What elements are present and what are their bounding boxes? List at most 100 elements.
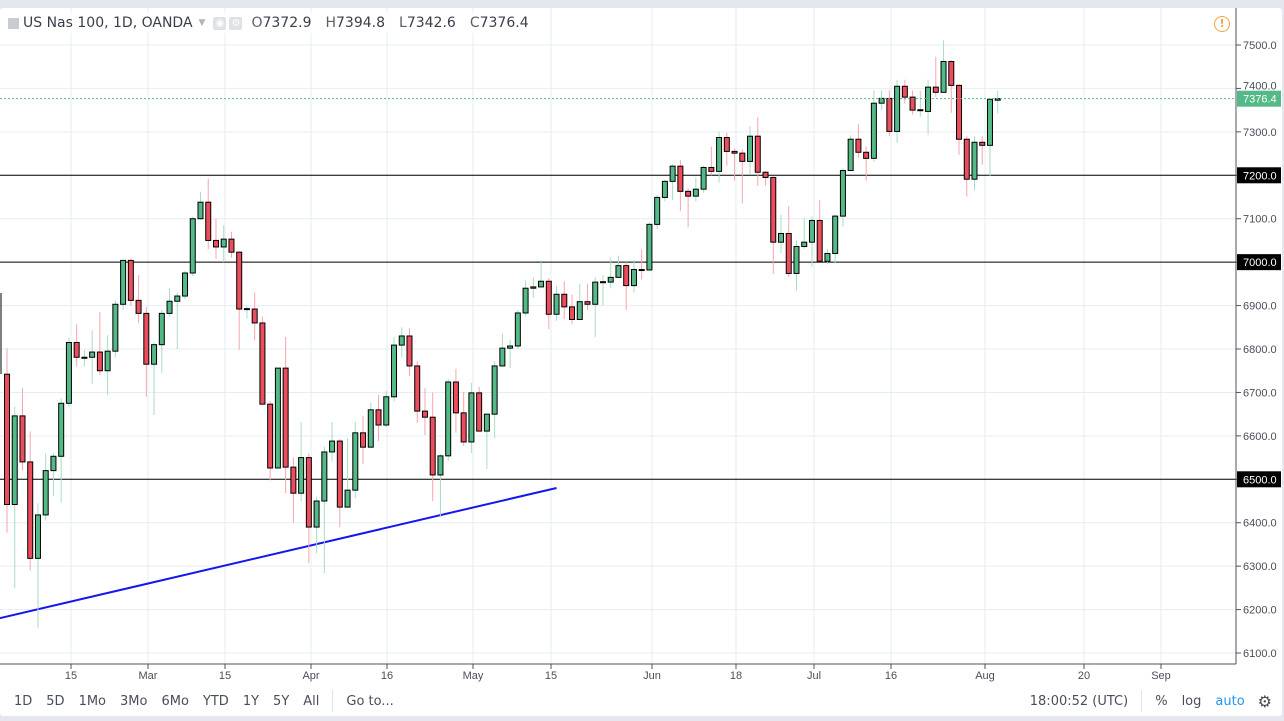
candle: [34, 503, 41, 628]
candle-body: [584, 301, 591, 305]
range-button-6mo[interactable]: 6Mo: [161, 693, 189, 709]
candle: [437, 454, 444, 518]
candle-body: [561, 293, 568, 308]
ohlc-value: 7376.4: [479, 15, 529, 31]
candle: [561, 281, 568, 320]
candle: [692, 177, 699, 202]
candle-body: [220, 238, 227, 248]
candle-body: [538, 280, 545, 288]
gear-icon[interactable]: ⚙: [229, 16, 243, 30]
auto-scale-toggle[interactable]: auto: [1215, 693, 1245, 709]
price-tick-label: 7100.0: [1243, 214, 1277, 226]
candle: [909, 90, 916, 115]
candle: [336, 439, 343, 528]
price-tick-label: 6100.0: [1243, 648, 1277, 660]
eye-icon[interactable]: ◉: [213, 16, 227, 30]
candle: [11, 406, 18, 588]
candle: [313, 496, 320, 554]
range-button-1d[interactable]: 1D: [14, 693, 33, 709]
candle-body: [65, 341, 72, 404]
candle: [476, 386, 483, 432]
level-price-tag: [1237, 471, 1281, 488]
candle: [421, 388, 428, 436]
ohlc-key: C: [469, 15, 480, 31]
candle: [638, 249, 645, 280]
time-tick-label: 15: [65, 670, 77, 682]
candle-body: [421, 410, 428, 418]
candle-body: [917, 109, 924, 112]
candle-body: [638, 269, 645, 272]
range-button-all[interactable]: All: [303, 693, 320, 709]
time-tick-label: 15: [545, 670, 557, 682]
candle-body: [669, 165, 676, 182]
candle-body: [81, 356, 88, 359]
candle-body: [174, 295, 181, 302]
candle: [700, 165, 707, 193]
candle: [166, 288, 173, 317]
percent-scale-toggle[interactable]: %: [1155, 693, 1168, 709]
candle-body: [476, 392, 483, 432]
candle: [808, 216, 815, 267]
ohlc-key: H: [325, 15, 337, 31]
candle: [491, 361, 498, 439]
candle: [801, 218, 808, 250]
candle: [731, 148, 738, 181]
trendline[interactable]: [0, 487, 557, 620]
candle: [878, 90, 885, 111]
candle-body: [483, 413, 490, 432]
candle: [754, 117, 761, 186]
candle: [182, 270, 189, 300]
candle-body: [19, 415, 26, 463]
range-button-1mo[interactable]: 1Mo: [78, 693, 107, 709]
candle: [623, 262, 630, 310]
settings-gear-icon[interactable]: ⚙: [1257, 691, 1272, 711]
symbol-title[interactable]: US Nas 100, 1D, OANDA: [23, 15, 193, 31]
candle-body: [839, 170, 846, 217]
candle: [956, 84, 963, 155]
candle-body: [855, 138, 862, 153]
candle-body: [986, 98, 993, 146]
time-axis[interactable]: 15 Mar 15 Apr 16 May 15 Jun 18 Jul 16 Aug 20 Sep: [65, 664, 1171, 682]
candle: [460, 392, 467, 446]
candle: [414, 361, 421, 423]
candle: [398, 327, 405, 358]
price-tick-label: 7400.0: [1243, 81, 1277, 93]
goto-button[interactable]: Go to...: [346, 693, 394, 709]
range-button-ytd[interactable]: YTD: [202, 693, 229, 709]
level-price-tag: [1237, 254, 1281, 271]
candle-body: [251, 308, 258, 324]
candle: [112, 300, 119, 358]
candle: [73, 324, 80, 367]
candle-body: [329, 440, 336, 453]
candle-body: [166, 300, 173, 314]
price-tick-label: 6600.0: [1243, 431, 1277, 443]
candle-body: [313, 500, 320, 528]
candle-body: [754, 135, 761, 173]
candle-body: [569, 306, 576, 320]
candle: [917, 90, 924, 117]
candle-body: [120, 259, 127, 305]
candle-body: [344, 489, 351, 508]
candle: [212, 218, 219, 259]
bottom-toolbar: 1D 5D 1Mo 3Mo 6Mo YTD 1Y 5Y All Go to... 18:00:5…: [0, 686, 1282, 716]
chevron-down-icon[interactable]: ▼: [198, 18, 206, 28]
candle-body: [367, 409, 374, 448]
candle-body: [692, 188, 699, 197]
price-axis[interactable]: 6100.0 6200.0 6300.0 6400.0 6600.0 6700.0 6800…: [1236, 40, 1281, 660]
range-button-1y[interactable]: 1Y: [242, 693, 260, 709]
candle-body: [73, 341, 80, 358]
range-button-5y[interactable]: 5Y: [273, 693, 290, 709]
time-tick-label: 18: [730, 670, 742, 682]
log-scale-toggle[interactable]: log: [1181, 693, 1202, 709]
range-button-3mo[interactable]: 3Mo: [120, 693, 148, 709]
range-button-5d[interactable]: 5D: [46, 693, 65, 709]
candle-body: [770, 176, 777, 243]
clock-timezone[interactable]: 18:00:52 (UTC): [1029, 693, 1129, 709]
alert-icon[interactable]: !: [1214, 16, 1230, 32]
candle-body: [383, 396, 390, 426]
time-tick-label: Apr: [302, 670, 319, 682]
collapse-legend-icon[interactable]: [8, 17, 19, 29]
candle-body: [615, 265, 622, 278]
candle-body: [661, 180, 668, 198]
